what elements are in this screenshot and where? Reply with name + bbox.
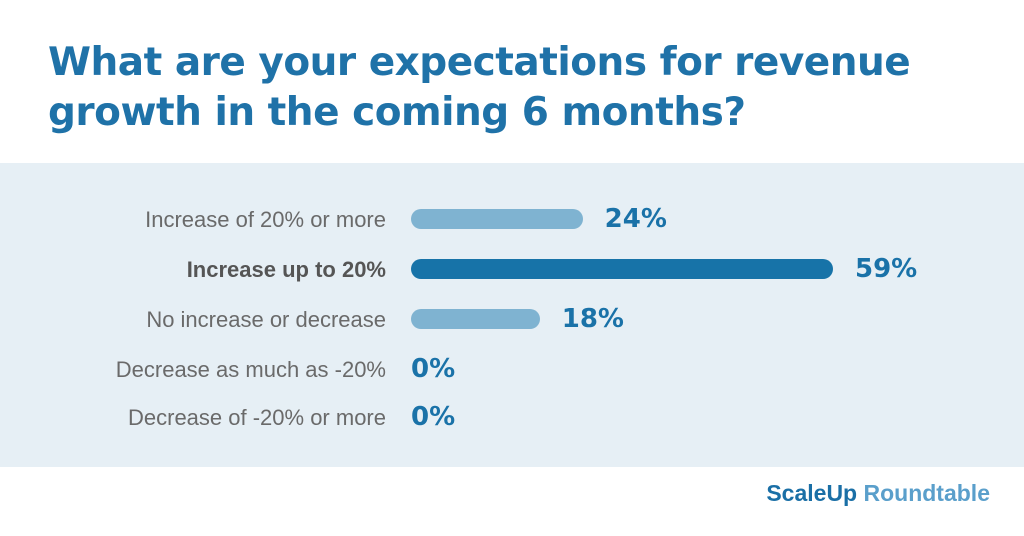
bar	[411, 259, 833, 279]
value-label: 18%	[561, 304, 624, 334]
bar-row: No increase or decrease 18%	[0, 299, 1024, 339]
value-label: 24%	[604, 204, 667, 234]
bar-row: Increase up to 20% 59%	[0, 249, 1024, 289]
category-label: Decrease as much as -20%	[115, 357, 386, 382]
category-label: No increase or decrease	[146, 307, 386, 332]
brand-logo: ScaleUp Roundtable	[766, 480, 990, 507]
bar	[411, 309, 540, 329]
logo-part-2: Roundtable	[857, 480, 990, 506]
value-label: 0%	[411, 402, 456, 432]
value-label: 59%	[855, 254, 918, 284]
bar-row: Decrease as much as -20% 0%	[0, 349, 1024, 389]
category-label: Increase up to 20%	[186, 257, 386, 282]
category-label: Decrease of -20% or more	[128, 405, 386, 430]
value-label: 0%	[411, 354, 456, 384]
bar-row: Decrease of -20% or more 0%	[0, 397, 1024, 437]
chart-title: What are your expectations for revenue g…	[48, 40, 911, 135]
logo-part-1: ScaleUp	[766, 480, 858, 506]
bar-row: Increase of 20% or more 24%	[0, 199, 1024, 239]
bar	[411, 209, 583, 229]
category-label: Increase of 20% or more	[145, 207, 386, 232]
